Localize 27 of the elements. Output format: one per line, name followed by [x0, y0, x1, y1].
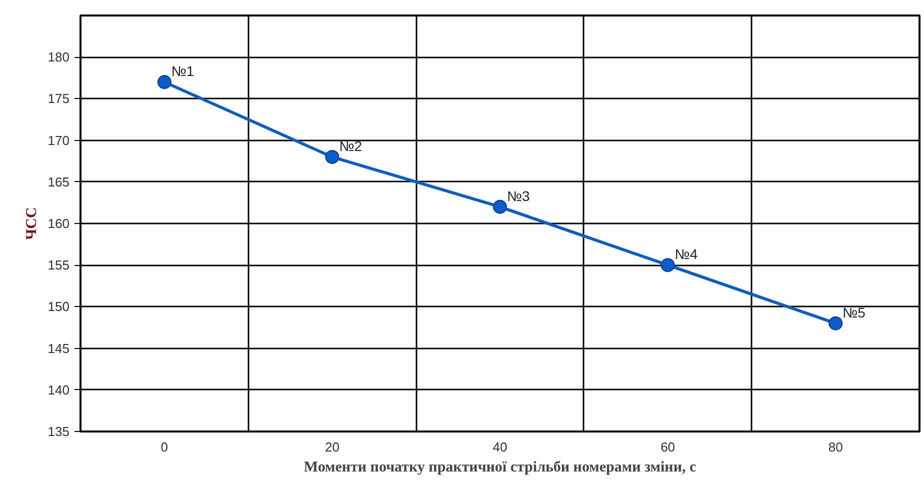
y-tick-label: 140: [48, 382, 70, 398]
y-tick-label: 150: [48, 299, 70, 314]
x-tick-label: 60: [660, 440, 676, 454]
point: [325, 150, 340, 164]
y-axis-title: ЧСС: [24, 207, 40, 240]
annotation: №2: [339, 138, 362, 154]
x-tick-label: 0: [160, 440, 168, 454]
x-tick-label: 40: [492, 440, 508, 454]
point: [660, 258, 675, 272]
y-tick-label: 175: [48, 91, 70, 106]
y-tick-label: 145: [48, 340, 70, 356]
y-tick-label: 155: [48, 258, 70, 273]
annotation: №4: [674, 246, 698, 262]
x-axis-title: Моменти початку практичної стрільби номерами зміни, с: [304, 460, 696, 476]
point: [157, 75, 172, 90]
y-tick-label: 160: [48, 216, 70, 231]
annotation: №1: [171, 63, 194, 80]
y-tick-label: 180: [48, 50, 70, 65]
x-tick-label: 20: [324, 440, 340, 454]
point: [828, 316, 843, 330]
annotation: №5: [842, 304, 866, 320]
x-tick-label: 80: [828, 440, 843, 454]
annotation: №3: [507, 188, 530, 204]
y-tick-label: 170: [48, 132, 70, 148]
point: [493, 200, 507, 214]
y-tick-label: 135: [48, 424, 70, 439]
y-tick-label: 165: [48, 174, 70, 190]
